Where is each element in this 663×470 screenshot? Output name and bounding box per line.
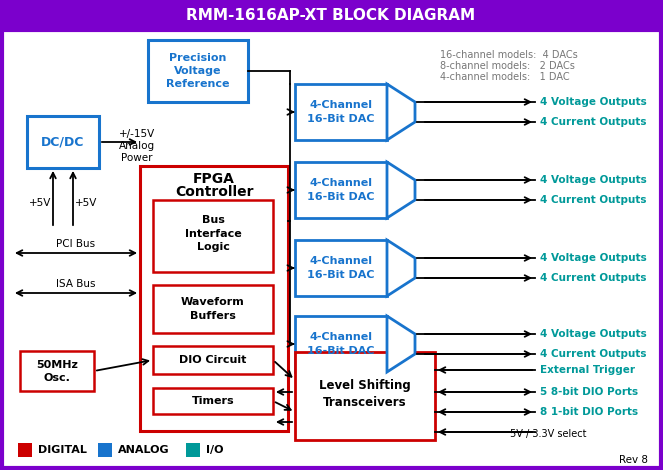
Bar xyxy=(153,285,273,333)
Text: Level Shifting: Level Shifting xyxy=(319,379,411,392)
Text: 4 Voltage Outputs: 4 Voltage Outputs xyxy=(540,253,646,263)
Text: 16-Bit DAC: 16-Bit DAC xyxy=(307,270,375,280)
Bar xyxy=(186,443,200,457)
Text: 4-Channel: 4-Channel xyxy=(310,256,373,266)
Text: 4 Current Outputs: 4 Current Outputs xyxy=(540,273,646,283)
Text: External Trigger: External Trigger xyxy=(540,365,635,375)
Text: 50MHz: 50MHz xyxy=(36,360,78,370)
Text: 5V / 3.3V select: 5V / 3.3V select xyxy=(510,429,587,439)
Text: Buffers: Buffers xyxy=(190,311,236,321)
Bar xyxy=(295,316,387,372)
Text: 16-Bit DAC: 16-Bit DAC xyxy=(307,192,375,202)
Text: 5 8-bit DIO Ports: 5 8-bit DIO Ports xyxy=(540,387,638,397)
Text: Analog: Analog xyxy=(119,141,155,151)
Bar xyxy=(98,443,112,457)
Text: RMM-1616AP-XT BLOCK DIAGRAM: RMM-1616AP-XT BLOCK DIAGRAM xyxy=(186,8,475,23)
Text: Osc.: Osc. xyxy=(44,373,70,383)
Text: PCI Bus: PCI Bus xyxy=(56,239,95,249)
Text: 4 Current Outputs: 4 Current Outputs xyxy=(540,117,646,127)
Text: Precision: Precision xyxy=(169,53,227,63)
Text: 16-channel models:  4 DACs: 16-channel models: 4 DACs xyxy=(440,50,577,60)
Polygon shape xyxy=(387,162,415,218)
Text: ISA Bus: ISA Bus xyxy=(56,279,95,289)
Bar xyxy=(153,200,273,272)
Text: +5V: +5V xyxy=(29,198,51,208)
Bar xyxy=(20,351,94,391)
Text: 4 Current Outputs: 4 Current Outputs xyxy=(540,349,646,359)
Text: 4-Channel: 4-Channel xyxy=(310,332,373,342)
Text: Power: Power xyxy=(121,153,152,163)
Text: DC/DC: DC/DC xyxy=(41,135,85,149)
Text: Rev 8: Rev 8 xyxy=(619,455,648,465)
Text: Controller: Controller xyxy=(175,185,253,199)
Text: Waveform: Waveform xyxy=(181,297,245,307)
Text: 4-Channel: 4-Channel xyxy=(310,100,373,110)
Text: Interface: Interface xyxy=(184,229,241,239)
Bar xyxy=(295,162,387,218)
Polygon shape xyxy=(387,240,415,296)
Text: Voltage: Voltage xyxy=(174,66,221,76)
Polygon shape xyxy=(387,84,415,140)
Text: Bus: Bus xyxy=(202,215,225,225)
Bar xyxy=(153,346,273,374)
Text: DIGITAL: DIGITAL xyxy=(38,445,87,455)
Text: +/-15V: +/-15V xyxy=(119,129,155,139)
Text: 4-channel models:   1 DAC: 4-channel models: 1 DAC xyxy=(440,72,570,82)
Text: Transceivers: Transceivers xyxy=(323,395,407,408)
Bar xyxy=(148,40,248,102)
Text: Logic: Logic xyxy=(196,242,229,252)
Text: 16-Bit DAC: 16-Bit DAC xyxy=(307,114,375,124)
Text: Timers: Timers xyxy=(192,396,234,406)
Bar xyxy=(18,443,32,457)
Text: Reference: Reference xyxy=(166,79,230,89)
Text: I/O: I/O xyxy=(206,445,223,455)
Bar xyxy=(295,352,435,440)
Text: 4 Voltage Outputs: 4 Voltage Outputs xyxy=(540,329,646,339)
Text: 8 1-bit DIO Ports: 8 1-bit DIO Ports xyxy=(540,407,638,417)
Text: 4 Current Outputs: 4 Current Outputs xyxy=(540,195,646,205)
Polygon shape xyxy=(387,316,415,372)
Text: 4 Voltage Outputs: 4 Voltage Outputs xyxy=(540,175,646,185)
Text: ANALOG: ANALOG xyxy=(118,445,170,455)
Text: 4 Voltage Outputs: 4 Voltage Outputs xyxy=(540,97,646,107)
Text: 16-Bit DAC: 16-Bit DAC xyxy=(307,346,375,356)
Bar xyxy=(153,388,273,414)
Text: 8-channel models:   2 DACs: 8-channel models: 2 DACs xyxy=(440,61,575,71)
Bar xyxy=(27,116,99,168)
Bar xyxy=(0,0,663,30)
Text: 4-Channel: 4-Channel xyxy=(310,178,373,188)
Bar xyxy=(140,166,288,431)
Text: DIO Circuit: DIO Circuit xyxy=(179,355,247,365)
Bar xyxy=(295,84,387,140)
Bar xyxy=(295,240,387,296)
Text: FPGA: FPGA xyxy=(193,172,235,186)
Text: +5V: +5V xyxy=(75,198,97,208)
